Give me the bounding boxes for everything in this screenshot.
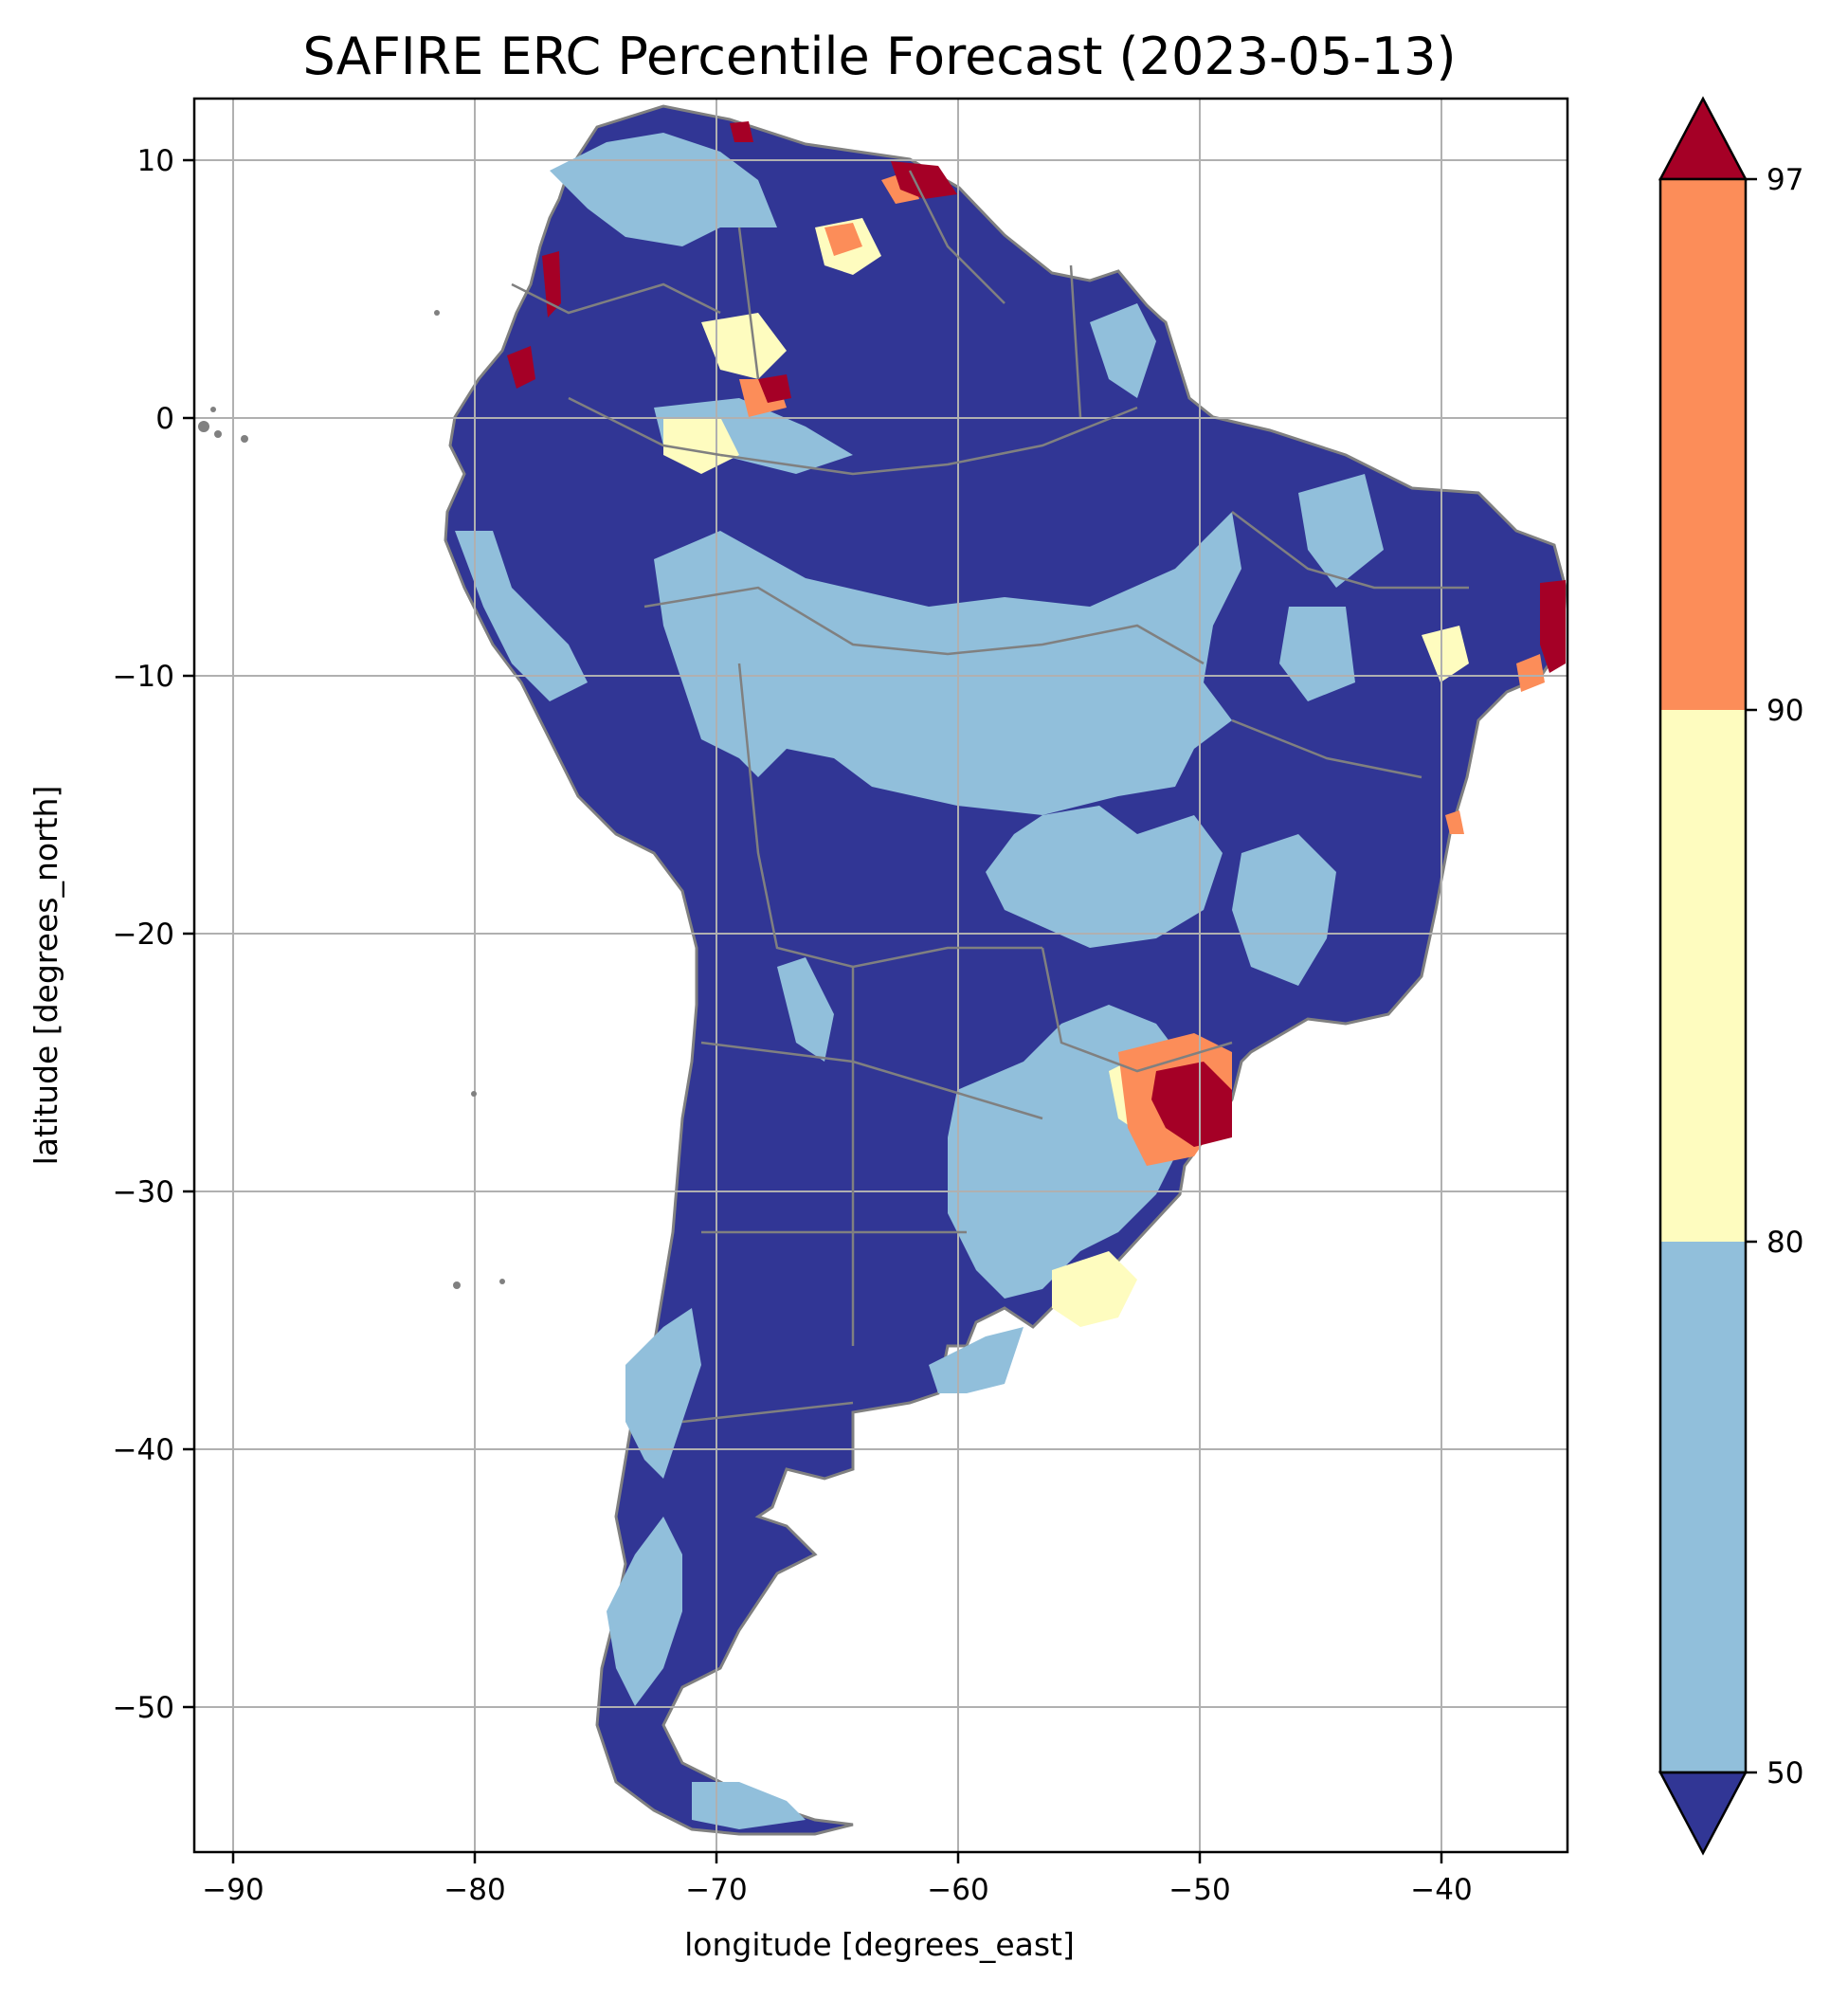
x-axis-label: longitude [degrees_east] — [684, 1926, 1075, 1963]
y-tick-label: −50 — [113, 1691, 174, 1725]
colorbar-extend-bottom — [1658, 1771, 1748, 1856]
y-tick-label: 0 — [155, 402, 174, 436]
x-tick-label: −50 — [1169, 1873, 1230, 1907]
x-tick-label: −90 — [202, 1873, 263, 1907]
colorbar-tick-label: 97 — [1766, 163, 1803, 197]
y-tick-label: −20 — [113, 918, 174, 952]
x-axis: −90 −80 −70 −60 −50 −40 longitude [degre… — [202, 1852, 1473, 1963]
y-tick-label: −30 — [113, 1175, 174, 1209]
y-tick-label: −40 — [113, 1433, 174, 1467]
x-tick-label: −60 — [927, 1873, 988, 1907]
y-tick-label: 10 — [137, 144, 174, 178]
colorbar-band-50-80 — [1660, 1242, 1746, 1772]
colorbar-tick-label: 90 — [1766, 694, 1803, 728]
map-gridlines — [194, 99, 1567, 1852]
map-frame — [192, 97, 1569, 1854]
map-area — [192, 97, 1569, 1854]
y-axis: 10 0 −10 −20 −30 −40 −50 latitude [degre… — [27, 144, 194, 1725]
y-axis-label: latitude [degrees_north] — [27, 786, 64, 1166]
colorbar-tick-label: 80 — [1766, 1226, 1803, 1260]
x-tick-label: −80 — [444, 1873, 505, 1907]
map-title: SAFIRE ERC Percentile Forecast (2023-05-… — [302, 27, 1456, 86]
x-tick-label: −40 — [1410, 1873, 1472, 1907]
admin-boundaries — [511, 170, 1469, 1424]
colorbar-tick-label: 50 — [1766, 1756, 1803, 1790]
colorbar-band-90-97 — [1660, 179, 1746, 710]
colorbar-extend-top — [1658, 96, 1748, 181]
galapagos-islands — [198, 407, 248, 443]
colorbar: 97 90 80 50 — [1658, 96, 1803, 1856]
x-tick-label: −70 — [685, 1873, 747, 1907]
colorbar-band-80-90 — [1660, 710, 1746, 1242]
offshore-islands — [434, 310, 505, 1289]
y-tick-label: −10 — [113, 660, 174, 694]
